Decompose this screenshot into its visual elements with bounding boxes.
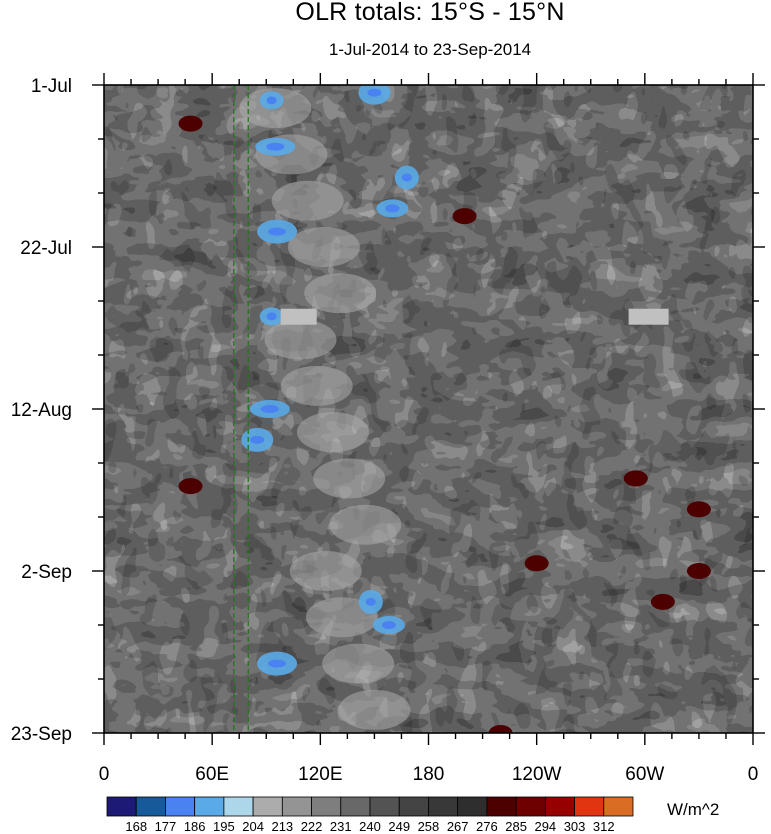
colorbar-label: 222 bbox=[301, 819, 323, 834]
y-tick-label: 2-Sep bbox=[21, 562, 72, 583]
colorbar-swatch bbox=[398, 796, 429, 817]
chart-title: OLR totals: 15°S - 15°N bbox=[295, 0, 565, 26]
colorbar-swatch bbox=[165, 796, 196, 817]
x-tick-label: 60E bbox=[195, 764, 229, 785]
x-tick-label: 180 bbox=[413, 764, 445, 785]
colorbar-label: 276 bbox=[476, 819, 498, 834]
colorbar-label: 186 bbox=[184, 819, 206, 834]
colorbar-label: 240 bbox=[359, 819, 381, 834]
colorbar-units: W/m^2 bbox=[667, 800, 720, 819]
y-tick-label: 22-Jul bbox=[20, 238, 72, 259]
colorbar-swatch bbox=[194, 796, 225, 817]
x-tick-label: 120W bbox=[512, 764, 562, 785]
colorbar-swatch bbox=[574, 796, 605, 817]
x-tick-label: 60W bbox=[625, 764, 664, 785]
colorbar-label: 177 bbox=[155, 819, 177, 834]
colorbar-label: 267 bbox=[447, 819, 469, 834]
colorbar-label: 231 bbox=[330, 819, 352, 834]
colorbar-swatch bbox=[515, 796, 546, 817]
colorbar-label: 294 bbox=[534, 819, 556, 834]
colorbar-swatch bbox=[252, 796, 283, 817]
colorbar-swatch bbox=[486, 796, 517, 817]
colorbar-label: 168 bbox=[125, 819, 147, 834]
colorbar-label: 258 bbox=[418, 819, 440, 834]
colorbar-swatch bbox=[428, 796, 459, 817]
convective-band bbox=[239, 88, 411, 730]
colorbar-swatch bbox=[281, 796, 312, 817]
y-tick-label: 12-Aug bbox=[11, 400, 72, 421]
colorbar-swatch bbox=[311, 796, 342, 817]
cold-cloud-pockets bbox=[241, 85, 419, 676]
colorbar-label: 249 bbox=[388, 819, 410, 834]
colorbar-swatch bbox=[457, 796, 488, 817]
x-tick-label: 120E bbox=[298, 764, 342, 785]
colorbar-label: 204 bbox=[242, 819, 264, 834]
y-tick-label: 1-Jul bbox=[31, 76, 72, 97]
warm-dry-pockets bbox=[178, 115, 711, 733]
colorbar-label: 195 bbox=[213, 819, 235, 834]
colorbar-label: 285 bbox=[505, 819, 527, 834]
colorbar-swatch bbox=[544, 796, 575, 817]
colorbar-swatch bbox=[603, 796, 634, 817]
colorbar-swatch bbox=[369, 796, 400, 817]
olr-field-shadow bbox=[104, 85, 753, 733]
colorbar-label: 312 bbox=[593, 819, 615, 834]
missing-data-patches bbox=[280, 308, 669, 325]
y-tick-label: 23-Sep bbox=[11, 724, 72, 745]
colorbar-label: 303 bbox=[564, 819, 586, 834]
colorbar-swatch bbox=[223, 796, 254, 817]
colorbar-swatch bbox=[340, 796, 371, 817]
colorbar-label: 213 bbox=[271, 819, 293, 834]
x-tick-label: 0 bbox=[748, 764, 759, 785]
colorbar-swatch bbox=[106, 796, 137, 817]
chart-subtitle: 1-Jul-2014 to 23-Sep-2014 bbox=[328, 40, 532, 59]
colorbar-swatch bbox=[135, 796, 166, 817]
x-tick-label: 0 bbox=[99, 764, 110, 785]
